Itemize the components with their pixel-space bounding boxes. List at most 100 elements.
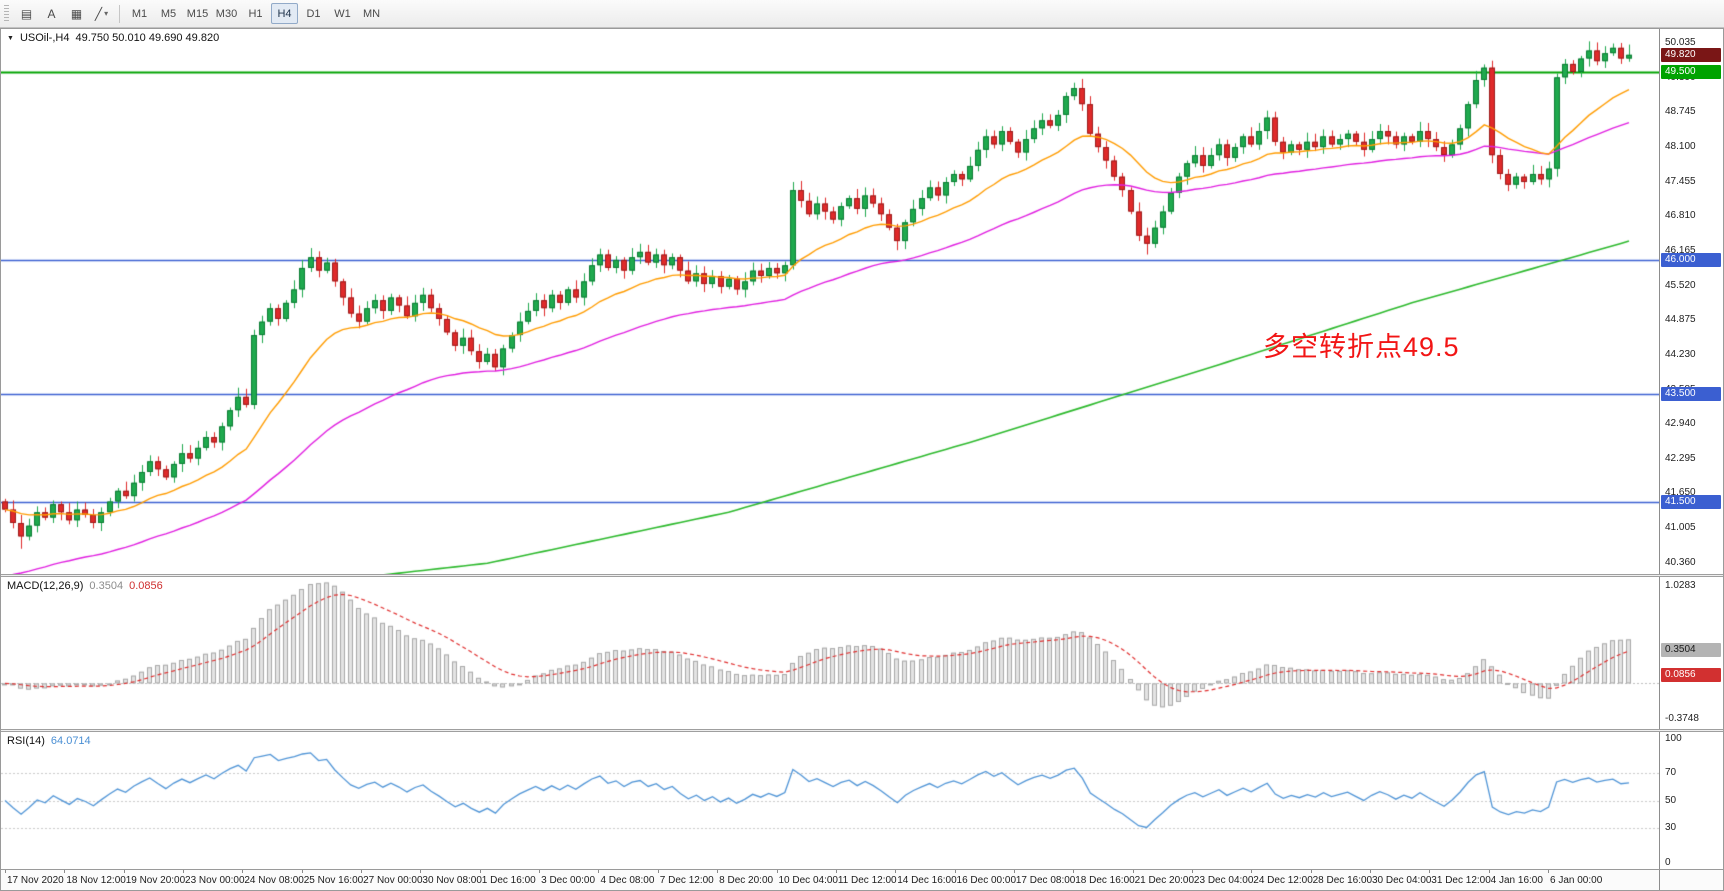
time-axis-tick <box>301 870 303 873</box>
time-axis-label: 7 Dec 12:00 <box>659 875 714 886</box>
rsi-title: RSI(14) <box>7 735 45 747</box>
time-axis-label: 17 Dec 08:00 <box>1015 875 1076 886</box>
axis-tick-label: 41.650 <box>1665 487 1696 499</box>
time-axis-tick <box>776 870 778 873</box>
timeframe-button-m5[interactable]: M5 <box>155 3 182 24</box>
time-axis-label: 19 Nov 20:00 <box>125 875 186 886</box>
time-axis-label: 1 Dec 16:00 <box>481 875 536 886</box>
rsi-value: 64.0714 <box>50 735 91 747</box>
time-axis-tick <box>895 870 897 873</box>
symbol-dropdown-arrow[interactable]: ▼ <box>7 34 14 42</box>
axis-tick-label: 47.455 <box>1665 175 1696 187</box>
panel-splitter[interactable] <box>1 574 1723 577</box>
text-annotate-tool-button[interactable]: A <box>40 3 63 24</box>
chart-window: ▼ USOil-,H4 49.750 50.010 49.690 49.820 … <box>0 28 1724 891</box>
axis-tick-label: 30 <box>1665 821 1677 833</box>
objects-list-tool-button[interactable]: ▦ <box>65 3 88 24</box>
price-axis[interactable]: 50.03549.39048.74548.10047.45546.81046.1… <box>1659 29 1723 574</box>
line-studies-tool-icon: ╱ <box>94 6 103 21</box>
ohlc-values: 49.750 50.010 49.690 49.820 <box>75 32 220 44</box>
axis-tick-label: 50 <box>1665 794 1677 806</box>
timeframe-button-w1[interactable]: W1 <box>329 3 356 24</box>
time-axis-label: 18 Dec 16:00 <box>1075 875 1135 886</box>
rsi-canvas[interactable] <box>1 732 1659 869</box>
axis-tick-label: 42.295 <box>1665 452 1696 464</box>
toolbar-gripper[interactable] <box>4 4 9 23</box>
time-axis-label: 24 Dec 12:00 <box>1253 875 1313 886</box>
level-tag-49-500: 49.500 <box>1661 64 1721 79</box>
timeframe-button-mn[interactable]: MN <box>358 3 385 24</box>
panel-splitter[interactable] <box>1 729 1723 732</box>
axis-tick-label: 45.520 <box>1665 279 1696 291</box>
time-axis-tick <box>5 870 6 873</box>
macd-signal-tag: 0.0856 <box>1661 668 1721 683</box>
time-axis-label: 23 Dec 04:00 <box>1193 875 1254 886</box>
macd-canvas[interactable] <box>1 577 1659 729</box>
time-axis-label: 8 Dec 20:00 <box>719 875 774 886</box>
toolbar-separator <box>119 4 120 23</box>
timeframe-button-d1[interactable]: D1 <box>300 3 327 24</box>
timeframe-button-m30[interactable]: M30 <box>213 3 240 24</box>
timeframe-button-m15[interactable]: M15 <box>184 3 211 24</box>
symbol-label: USOil-,H4 <box>19 32 70 44</box>
time-axis-label: 4 Jan 16:00 <box>1490 875 1543 886</box>
symbol-header: ▼ USOil-,H4 49.750 50.010 49.690 49.820 <box>7 32 219 44</box>
macd-plot-area: MACD(12,26,9) 0.3504 0.0856 <box>1 577 1659 729</box>
axis-tick-label: 48.745 <box>1665 106 1696 118</box>
time-axis-tick <box>539 870 541 873</box>
rsi-plot-area: RSI(14) 64.0714 <box>1 732 1659 869</box>
tool-button-group: ▤ A ▦ ╱ ▾ <box>14 3 114 24</box>
time-axis-label: 23 Nov 00:00 <box>185 875 245 886</box>
timeframe-button-h1[interactable]: H1 <box>242 3 269 24</box>
turning-point-annotation: 多空转折点49.5 <box>1263 332 1460 362</box>
time-axis-label: 14 Dec 16:00 <box>897 875 957 886</box>
time-axis-label: 21 Dec 20:00 <box>1134 875 1195 886</box>
time-axis-tick <box>1429 870 1431 873</box>
timeframe-button-h4[interactable]: H4 <box>271 3 298 24</box>
time-axis-label: 30 Nov 08:00 <box>422 875 482 886</box>
chart-properties-tool-icon: ▤ <box>20 6 33 21</box>
level-tag-41-500: 41.500 <box>1661 494 1721 509</box>
macd-signal-value: 0.0856 <box>129 580 163 592</box>
axis-tick-label: 0 <box>1665 857 1671 868</box>
time-axis-label: 24 Nov 08:00 <box>244 875 304 886</box>
time-axis-tick <box>1191 870 1193 873</box>
time-axis-tick <box>1013 870 1015 873</box>
time-axis-tick <box>1132 870 1134 873</box>
time-axis-tick <box>1073 870 1075 873</box>
axis-tick-label: 100 <box>1665 733 1682 744</box>
axis-tick-label: 46.810 <box>1665 210 1696 222</box>
objects-list-tool-icon: ▦ <box>70 6 83 21</box>
time-axis-tick <box>657 870 659 873</box>
line-studies-tool-button[interactable]: ╱ ▾ <box>90 3 113 24</box>
time-axis-tick <box>717 870 719 873</box>
chart-properties-tool-button[interactable]: ▤ <box>15 3 38 24</box>
time-axis-label: 27 Nov 00:00 <box>363 875 423 886</box>
time-axis-label: 10 Dec 04:00 <box>778 875 839 886</box>
axis-tick-label: 1.0283 <box>1665 579 1696 591</box>
axis-tick-label: 48.100 <box>1665 141 1696 153</box>
rsi-axis[interactable]: 100 70 50 30 0 <box>1659 732 1723 869</box>
time-axis-tick <box>420 870 422 873</box>
level-tag-46-000: 46.000 <box>1661 252 1721 267</box>
time-axis-tick <box>1548 870 1549 873</box>
time-axis-tick <box>1310 870 1312 873</box>
axis-tick-label: 42.940 <box>1665 418 1696 430</box>
time-axis-label: 31 Dec 12:00 <box>1431 875 1491 886</box>
time-axis-label: 28 Dec 16:00 <box>1312 875 1373 886</box>
time-axis-tick <box>64 870 66 873</box>
time-axis-tick <box>479 870 481 873</box>
axis-tick-label: 40.360 <box>1665 556 1696 568</box>
time-axis-label: 6 Jan 00:00 <box>1550 875 1603 886</box>
macd-axis[interactable]: 1.0283 -0.3748 0.3504 0.0856 <box>1659 577 1723 729</box>
price-chart-canvas[interactable] <box>1 29 1659 574</box>
time-axis-label: 3 Dec 00:00 <box>541 875 596 886</box>
time-axis-label: 25 Nov 16:00 <box>303 875 364 886</box>
time-axis[interactable]: 17 Nov 2020 18 Nov 12:00 19 Nov 20:00 23 No… <box>1 869 1723 890</box>
timeframe-button-m1[interactable]: M1 <box>126 3 153 24</box>
axis-tick-label: 44.230 <box>1665 348 1696 360</box>
rsi-header: RSI(14) 64.0714 <box>7 735 91 747</box>
current-price-tag: 49.820 <box>1661 47 1721 62</box>
axis-tick-label: 70 <box>1665 767 1677 779</box>
